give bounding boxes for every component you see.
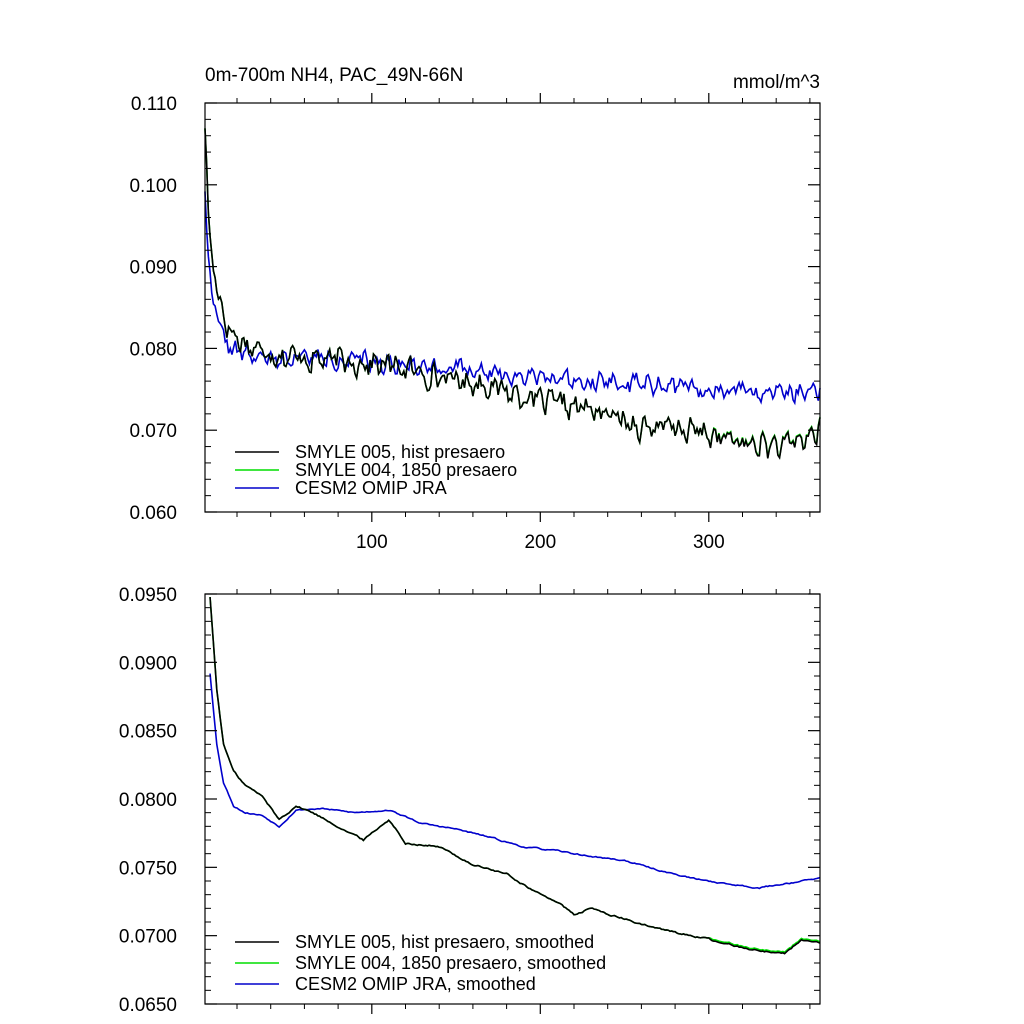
plot-panel-1: 0.060 0.070 0.080 0.090 0.100 0.110 100 200 300 0… [129, 65, 821, 553]
legend: SMYLE 005, hist presaero, smoothedSMYLE … [235, 932, 606, 994]
plot-frame [204, 102, 821, 513]
legend-entry: SMYLE 005, hist presaero [295, 442, 505, 462]
legend-entry: SMYLE 004, 1850 presaero [295, 460, 517, 480]
x-tick-label: 100 [356, 532, 388, 553]
y-tick-label: 0.0850 [119, 722, 177, 743]
series-line-1 [204, 128, 821, 460]
x-tick-label: 300 [693, 532, 725, 553]
y-tick-label: 0.0900 [119, 653, 177, 674]
legend-entry: CESM2 OMIP JRA [295, 478, 447, 498]
legend-entry: SMYLE 005, hist presaero, smoothed [295, 932, 594, 952]
series-line-2 [204, 128, 821, 460]
legend-entry: CESM2 OMIP JRA, smoothed [295, 974, 536, 994]
series-line-2 [209, 597, 821, 954]
x-tick-label: 200 [524, 532, 556, 553]
series-line-3 [209, 673, 821, 890]
y-tick-label: 0.0800 [119, 790, 177, 811]
y-tick-label: 0.060 [129, 503, 177, 524]
y-tick-label: 0.100 [129, 176, 177, 197]
y-tick-label: 0.0750 [119, 858, 177, 879]
y-tick-label: 0.090 [129, 258, 177, 279]
y-tick-label: 0.080 [129, 339, 177, 360]
series-line-3 [204, 191, 821, 406]
y-tick-label: 0.0950 [119, 585, 177, 606]
y-tick-label: 0.0650 [119, 995, 177, 1016]
y-tick-label: 0.110 [131, 94, 177, 115]
y-tick-label: 0.070 [129, 421, 177, 442]
y-tick-label: 0.0700 [119, 927, 177, 948]
plot-panel-2: 0.0650 0.0700 0.0750 0.0800 0.0850 0.0900 0.09… [119, 584, 821, 1016]
legend-entry: SMYLE 004, 1850 presaero, smoothed [295, 953, 606, 973]
units-label: mmol/m^3 [733, 72, 820, 93]
chart-title: 0m-700m NH4, PAC_49N-66N [205, 65, 463, 86]
series-line-1 [209, 597, 821, 955]
